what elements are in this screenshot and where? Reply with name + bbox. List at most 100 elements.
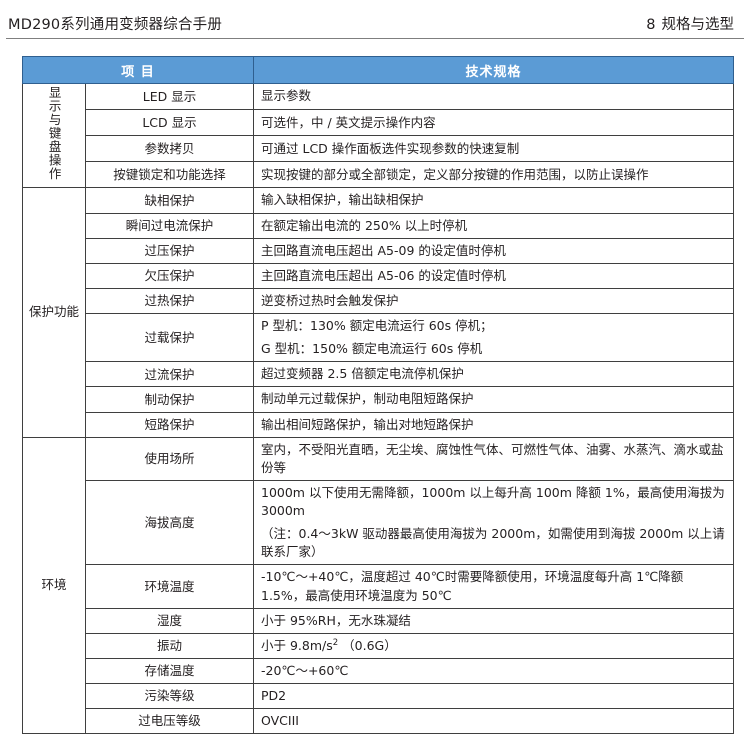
spec-line: 主回路直流电压超出 A5-06 的设定值时停机 [261,267,506,283]
spec-value-cell: 在额定输出电流的 250% 以上时停机 [253,212,734,239]
spec-value-cell: 实现按键的部分或全部锁定，定义部分按键的作用范围，以防止误操作 [253,161,734,189]
table-row: 过流保护 超过变频器 2.5 倍额定电流停机保护 [23,361,734,388]
spec-line: 输出相间短路保护，输出对地短路保护 [261,416,474,432]
spec-value-cell: 1000m 以下使用无需降额，1000m 以上每升高 100m 降额 1%，最高… [253,479,734,566]
spec-value-cell: 主回路直流电压超出 A5-06 的设定值时停机 [253,262,734,289]
manual-title: MD290系列通用变频器综合手册 [8,16,223,33]
spec-value-cell: 小于 95%RH，无水珠凝结 [253,607,734,634]
chapter-heading: 8 规格与选型 [646,13,734,34]
group-label: 显示与键盘操作 [46,86,62,181]
spec-line: 1000m 以下使用无需降额，1000m 以上每升高 100m 降额 1%，最高… [261,484,725,518]
table-row: 环境 使用场所 室内，不受阳光直晒，无尘埃、腐蚀性气体、可燃性气体、油雾、水蒸汽、滴… [22,436,734,734]
spec-line: PD2 [261,688,287,703]
table-row: 海拔高度 1000m 以下使用无需降额，1000m 以上每升高 100m 降额 1… [23,479,734,566]
spec-value-cell: 显示参数 [253,82,734,111]
spec-line: 小于 9.8m/s2 （0.6G） [261,637,397,653]
spec-line: 超过变频器 2.5 倍额定电流停机保护 [261,366,464,382]
spec-value-cell: 输入缺相保护，输出缺相保护 [253,187,734,214]
item-name-cell: 按键锁定和功能选择 [85,161,254,189]
item-name-cell: 缺相保护 [85,187,254,214]
spec-value-cell: 主回路直流电压超出 A5-09 的设定值时停机 [253,237,734,264]
table-row: 瞬间过电流保护 在额定输出电流的 250% 以上时停机 [23,212,734,239]
table-row: 欠压保护 主回路直流电压超出 A5-06 的设定值时停机 [23,262,734,289]
spec-value-cell: 小于 9.8m/s2 （0.6G） [253,632,734,659]
item-name-cell: 过压保护 [85,237,254,264]
item-name-cell: 参数拷贝 [85,135,254,163]
spec-value-cell: 制动单元过载保护，制动电阻短路保护 [253,386,734,413]
spec-value-cell: 室内，不受阳光直晒，无尘埃、腐蚀性气体、可燃性气体、油雾、水蒸汽、滴水或盐份等 [253,436,734,481]
item-name-cell: 存储温度 [85,657,254,685]
spec-line: P 型机：130% 额定电流运行 60s 停机； [261,318,493,333]
table-row: 过电压等级 OVCIII [23,708,734,734]
table-header-row: 项 目 技术规格 [22,56,734,84]
spec-line: 小于 95%RH，无水珠凝结 [261,612,411,628]
spec-line: （注：0.4～3kW 驱动器最高使用海拔为 2000m，如需使用到海拔 2000… [261,526,725,560]
spec-line: 可选件，中 / 英文提示操作内容 [261,114,436,130]
spec-value-cell: 超过变频器 2.5 倍额定电流停机保护 [253,361,734,388]
spec-line: -20℃～+60℃ [261,662,349,678]
item-name-cell: 使用场所 [85,436,254,481]
table-row: 过热保护 逆变桥过热时会触发保护 [23,287,734,315]
table-row: 过压保护 主回路直流电压超出 A5-09 的设定值时停机 [23,237,734,264]
item-name-cell: 瞬间过电流保护 [85,212,254,239]
spec-line: 显示参数 [261,88,312,104]
spec-line: 实现按键的部分或全部锁定，定义部分按键的作用范围，以防止误操作 [261,166,649,182]
column-header-spec: 技术规格 [253,56,734,84]
table-header: 项 目 技术规格 [22,56,734,84]
group-label-cell: 环境 [22,436,86,734]
item-name-cell: 湿度 [85,607,254,634]
spec-value-cell: 输出相间短路保护，输出对地短路保护 [253,411,734,438]
table-row: 参数拷贝 可通过 LCD 操作面板选件实现参数的快速复制 [23,135,734,163]
table-row: 过载保护 P 型机：130% 额定电流运行 60s 停机； G 型机：150% 额定… [23,312,734,363]
item-name-cell: 过电压等级 [85,708,254,734]
spec-value-cell: 可选件，中 / 英文提示操作内容 [253,109,734,137]
chapter-title: 规格与选型 [661,16,735,33]
table-row: 制动保护 制动单元过载保护，制动电阻短路保护 [23,386,734,413]
spec-value-cell: 可通过 LCD 操作面板选件实现参数的快速复制 [253,135,734,163]
spec-line: 主回路直流电压超出 A5-09 的设定值时停机 [261,242,506,258]
group-label-cell: 保护功能 [22,187,86,438]
spec-line: 在额定输出电流的 250% 以上时停机 [261,217,468,233]
table-row: 存储温度 -20℃～+60℃ [23,657,734,685]
table-row: 按键锁定和功能选择 实现按键的部分或全部锁定，定义部分按键的作用范围，以防止误操作 [23,161,734,189]
spec-line: 输入缺相保护，输出缺相保护 [261,192,424,208]
spec-line: 可通过 LCD 操作面板选件实现参数的快速复制 [261,140,520,156]
item-name-cell: 过流保护 [85,361,254,388]
spec-value-cell: -20℃～+60℃ [253,657,734,685]
table-row: 保护功能 缺相保护 输入缺相保护，输出缺相保护 [22,187,734,438]
spec-value-cell: PD2 [253,682,734,710]
header-divider [6,38,744,39]
spec-value-cell: -10℃～+40℃，温度超过 40℃时需要降额使用，环境温度每升高 1℃降额 1… [253,564,734,609]
specification-table: 项 目 技术规格 显示与键盘操作 LED 显示 显示参数 LCD 显示 可选件，中 / … [22,56,734,734]
item-name-cell: 过热保护 [85,287,254,315]
spec-line: G 型机：150% 额定电流运行 60s 停机 [261,341,483,357]
spec-line: -10℃～+40℃，温度超过 40℃时需要降额使用，环境温度每升高 1℃降额 1… [261,569,684,603]
table-row: LCD 显示 可选件，中 / 英文提示操作内容 [23,109,734,137]
table-row: 湿度 小于 95%RH，无水珠凝结 [23,607,734,634]
item-name-cell: 海拔高度 [85,479,254,566]
table-row: 环境温度 -10℃～+40℃，温度超过 40℃时需要降额使用，环境温度每升高 1℃… [23,564,734,609]
item-name-cell: 欠压保护 [85,262,254,289]
item-name-cell: 制动保护 [85,386,254,413]
item-name-cell: 过载保护 [85,312,254,363]
spec-line: 室内，不受阳光直晒，无尘埃、腐蚀性气体、可燃性气体、油雾、水蒸汽、滴水或盐份等 [261,441,724,475]
column-header-item: 项 目 [22,56,254,84]
item-name-cell: LCD 显示 [85,109,254,137]
spec-line: 逆变桥过热时会触发保护 [261,292,399,308]
item-name-cell: 污染等级 [85,682,254,710]
item-name-cell: 环境温度 [85,564,254,609]
table-row: 污染等级 PD2 [23,682,734,710]
group-label-cell: 显示与键盘操作 [22,82,86,189]
item-name-cell: LED 显示 [85,82,254,111]
chapter-number: 8 [646,16,656,33]
spec-line: 制动单元过载保护，制动电阻短路保护 [261,391,474,407]
running-head: MD290系列通用变频器综合手册 8 规格与选型 [0,6,750,40]
spec-value-cell: OVCIII [253,708,734,734]
item-name-cell: 振动 [85,632,254,659]
spec-line: OVCIII [261,713,299,729]
table-row: 短路保护 输出相间短路保护，输出对地短路保护 [23,411,734,438]
document-page: MD290系列通用变频器综合手册 8 规格与选型 项 目 技术规格 显示与键盘操作… [0,6,750,734]
table-row: 显示与键盘操作 LED 显示 显示参数 [22,82,734,189]
table-row: 振动 小于 9.8m/s2 （0.6G） [23,632,734,659]
item-name-cell: 短路保护 [85,411,254,438]
